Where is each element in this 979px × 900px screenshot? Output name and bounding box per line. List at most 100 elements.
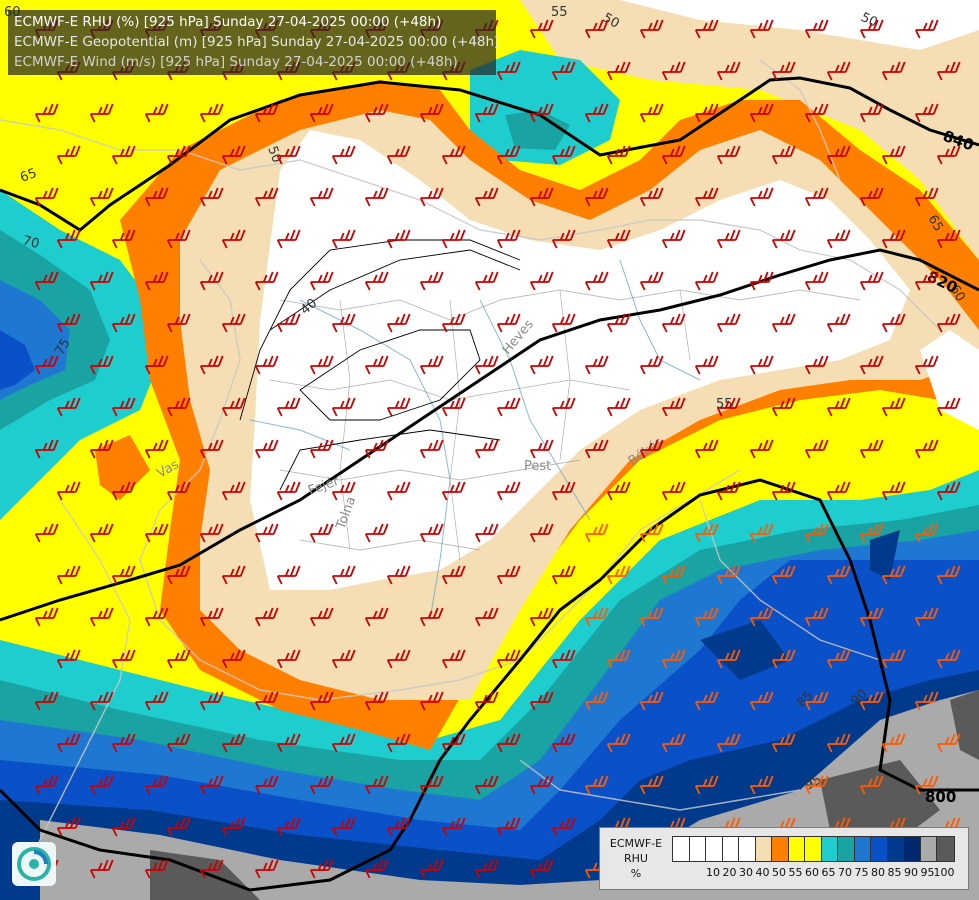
rhu-contours	[239, 239, 521, 491]
colorbar-tick-label: 75	[854, 866, 869, 879]
wind-barb	[881, 565, 906, 585]
colorbar-tick-label: 65	[821, 866, 836, 879]
wind-barb	[496, 313, 521, 333]
wind-barb	[496, 229, 521, 249]
wind-barb	[111, 817, 136, 837]
wind-barb	[221, 817, 246, 837]
wind-barb	[551, 145, 576, 165]
wind-barb	[826, 649, 851, 669]
wind-barb	[661, 733, 686, 753]
wind-barb	[826, 61, 851, 81]
wind-barb	[859, 187, 884, 207]
wind-barb	[529, 691, 554, 711]
rhu-label-60-e: 60	[947, 283, 968, 305]
wind-barb	[364, 103, 389, 123]
wind-barb	[276, 817, 301, 837]
wind-barb	[419, 691, 444, 711]
wind-barb	[474, 523, 499, 543]
wind-barb	[936, 229, 961, 249]
wind-barb	[716, 733, 741, 753]
wind-barb	[661, 229, 686, 249]
wind-barb	[716, 313, 741, 333]
wind-barb	[474, 187, 499, 207]
wind-barb	[111, 733, 136, 753]
wind-barb	[606, 313, 631, 333]
wind-barb	[144, 691, 169, 711]
colorbar-swatch	[739, 837, 756, 861]
wind-barb	[309, 859, 334, 879]
wind-barb	[639, 439, 664, 459]
colorbar-tick-label: 95	[920, 866, 935, 879]
wind-barb	[144, 103, 169, 123]
wind-barb	[716, 229, 741, 249]
wind-barb	[694, 103, 719, 123]
wind-barb	[111, 229, 136, 249]
wind-barb	[496, 61, 521, 81]
wind-barb	[309, 103, 334, 123]
wind-barb	[221, 649, 246, 669]
wind-barb	[529, 355, 554, 375]
wind-barb	[309, 439, 334, 459]
colorbar-swatch	[854, 837, 871, 861]
wind-barb	[144, 607, 169, 627]
wind-barb	[56, 229, 81, 249]
wind-barb	[826, 565, 851, 585]
wind-barb	[364, 439, 389, 459]
wind-barb	[364, 271, 389, 291]
colorbar-label-model: ECMWF-E	[609, 837, 663, 850]
wind-barb	[331, 565, 356, 585]
colorbar-swatch	[821, 837, 838, 861]
wind-barb	[419, 271, 444, 291]
wind-barb	[56, 145, 81, 165]
wind-barb	[914, 103, 939, 123]
colorbar-tick-label: 20	[722, 866, 737, 879]
wind-barb	[606, 229, 631, 249]
colorbar-tick-label: 60	[805, 866, 819, 879]
wind-barb	[529, 271, 554, 291]
wind-barb	[584, 19, 609, 39]
wind-barb	[56, 649, 81, 669]
wind-barb	[529, 187, 554, 207]
wind-barb	[914, 607, 939, 627]
wind-barb	[661, 145, 686, 165]
colorbar-swatches	[672, 836, 955, 862]
wind-barb	[364, 859, 389, 879]
colorbar-label-variable: RHU	[624, 852, 648, 865]
wind-barb	[804, 187, 829, 207]
wind-barb	[441, 565, 466, 585]
colorbar-swatch	[788, 837, 805, 861]
wind-barb	[34, 355, 59, 375]
wind-barb	[859, 271, 884, 291]
title-geopotential: ECMWF-E Geopotential (m) [925 hPa] Sunda…	[14, 34, 500, 50]
wind-barb	[606, 565, 631, 585]
wind-barb	[771, 229, 796, 249]
wind-barb	[639, 607, 664, 627]
wind-barb	[199, 439, 224, 459]
wind-barb	[716, 145, 741, 165]
colorbar-tick-label: 70	[838, 866, 852, 879]
wind-barb	[639, 187, 664, 207]
wind-barb	[254, 691, 279, 711]
wind-barb	[331, 229, 356, 249]
wind-barb	[386, 649, 411, 669]
wind-barb	[144, 523, 169, 543]
colorbar-tick-label: 10	[706, 866, 720, 879]
wind-barb	[694, 523, 719, 543]
wind-barb	[749, 691, 774, 711]
wind-barb	[89, 355, 114, 375]
wind-barb	[111, 649, 136, 669]
wind-barb	[584, 691, 609, 711]
wind-barb	[276, 397, 301, 417]
wind-barb	[441, 817, 466, 837]
wind-barb	[661, 649, 686, 669]
rhu-label-95-s: 95	[803, 772, 825, 793]
wind-barb	[551, 649, 576, 669]
wind-barb	[859, 523, 884, 543]
wind-barb	[914, 271, 939, 291]
wind-barb	[166, 397, 191, 417]
wind-barb	[441, 649, 466, 669]
rhu-label-50-ne: 50	[858, 10, 879, 31]
wind-barb	[199, 775, 224, 795]
colorbar-swatch	[706, 837, 723, 861]
wind-barb	[254, 775, 279, 795]
